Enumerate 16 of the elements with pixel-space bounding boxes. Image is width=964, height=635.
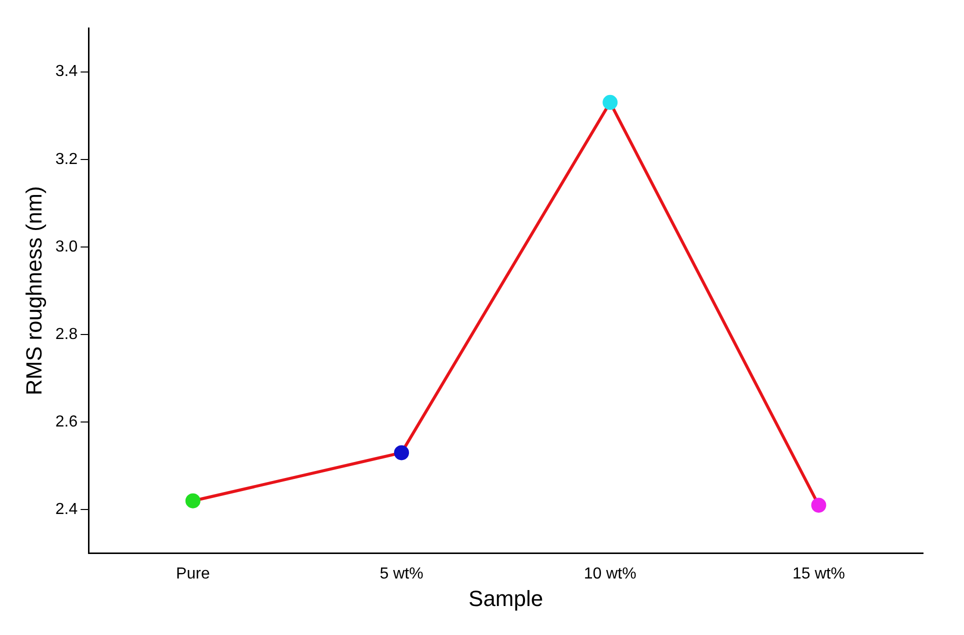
- point: [185, 493, 200, 508]
- y-tick-label: 3.2: [55, 150, 78, 168]
- point: [394, 445, 410, 460]
- x-axis-title: Sample: [468, 586, 544, 611]
- point: [811, 498, 826, 513]
- y-axis-title: RMS roughness (nm): [21, 186, 46, 396]
- point: [602, 94, 618, 110]
- y-tick-label: 3.0: [55, 238, 78, 256]
- y-tick-label: 3.4: [55, 63, 78, 80]
- x-tick-label: 15 wt%: [792, 565, 845, 582]
- x-tick-label: 5 wt%: [380, 565, 424, 582]
- y-tick-label: 2.8: [55, 326, 78, 343]
- y-tick-label: 2.6: [55, 413, 78, 430]
- x-tick-label: Pure: [176, 565, 210, 582]
- y-tick-label: 2.4: [55, 501, 78, 518]
- x-tick-label: 10 wt%: [584, 565, 636, 582]
